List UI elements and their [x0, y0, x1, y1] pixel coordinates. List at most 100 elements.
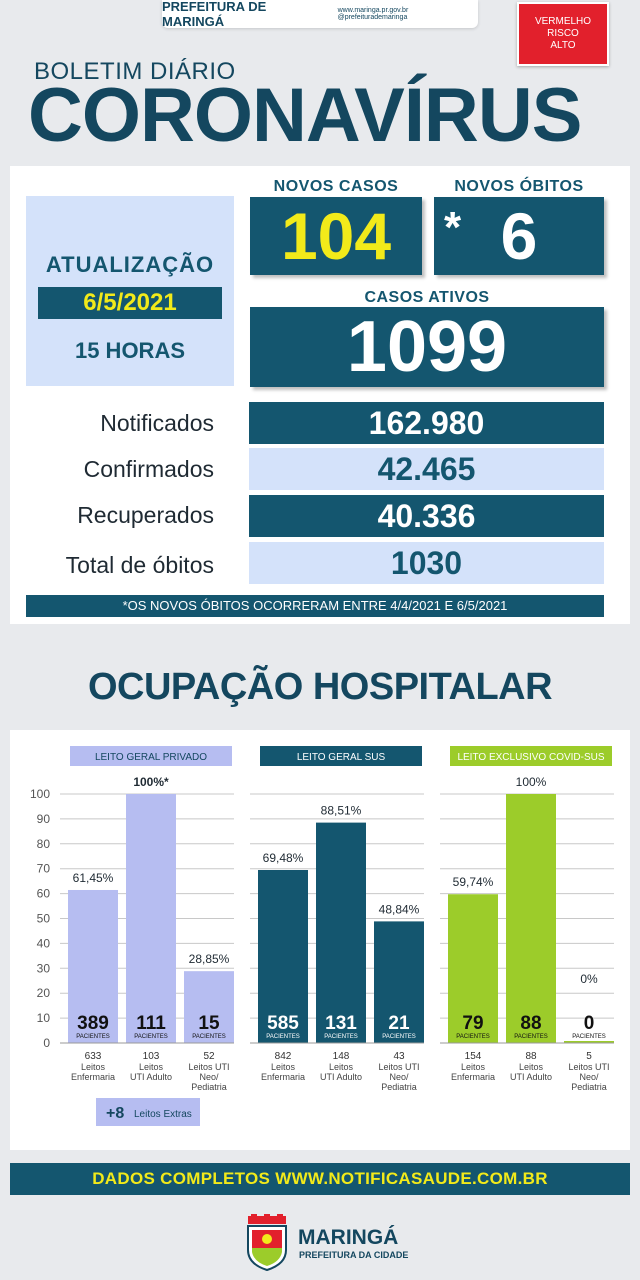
update-label: ATUALIZAÇÃO [45, 252, 215, 277]
y-tick-label-20: 20 [37, 986, 51, 1000]
pct-label-2-2: 0% [580, 972, 598, 986]
patients-caption-2-2: PACIENTES [572, 1034, 606, 1040]
bar-0-2 [184, 971, 234, 1043]
patients-caption-2-0: PACIENTES [456, 1034, 490, 1040]
pct-label-0-1: 100%* [133, 775, 169, 789]
patients-0-1: 111 [136, 1013, 166, 1034]
bar-2-2 [564, 1041, 614, 1043]
group-title-2: LEITO EXCLUSIVO COVID-SUS [457, 752, 604, 763]
beds-count-1-2: 43 [393, 1051, 405, 1062]
y-tick-label-80: 80 [37, 837, 51, 851]
active-cases-label: CASOS ATIVOS [364, 289, 490, 306]
patients-1-0: 585 [267, 1013, 299, 1034]
group-header-1 [260, 746, 422, 766]
pct-label-1-1: 88,51% [321, 804, 362, 818]
beds-type-2-1: Leitos [519, 1062, 544, 1072]
beds-type-2-1: UTI Adulto [510, 1072, 552, 1082]
stat-value-notificados: 162.980 [249, 402, 604, 444]
beds-count-0-1: 103 [143, 1051, 160, 1062]
patients-caption-2-1: PACIENTES [514, 1034, 548, 1040]
city-name: MARINGÁ [298, 1226, 399, 1249]
beds-count-2-0: 154 [465, 1051, 482, 1062]
new-deaths-label: NOVOS ÓBITOS [454, 178, 584, 195]
y-tick-label-100: 100 [30, 787, 50, 801]
beds-type-2-0: Enfermaria [451, 1072, 495, 1082]
risk-line-3: ALTO [550, 40, 576, 51]
new-cases-value: 104 [250, 197, 422, 275]
patients-0-0: 389 [77, 1013, 109, 1034]
page-title: CORONAVÍRUS [28, 73, 582, 158]
beds-type-0-0: Leitos [81, 1062, 106, 1072]
beds-type-0-2: Leitos UTI [188, 1062, 229, 1072]
patients-caption-1-0: PACIENTES [266, 1034, 300, 1040]
pct-label-0-0: 61,45% [73, 871, 114, 885]
stat-value-total-obitos: 1030 [249, 542, 604, 584]
beds-type-2-2: Pediatria [571, 1082, 607, 1092]
beds-count-0-0: 633 [85, 1051, 102, 1062]
patients-1-1: 131 [325, 1013, 357, 1034]
patients-caption-0-0: PACIENTES [76, 1034, 110, 1040]
bar-1-0 [258, 869, 308, 1043]
y-tick-label-50: 50 [37, 912, 51, 926]
bar-2-1 [506, 794, 556, 1043]
city-coat-of-arms-icon [247, 1214, 287, 1272]
beds-type-2-0: Leitos [461, 1062, 486, 1072]
active-cases-value: 1099 [250, 307, 604, 387]
hospital-title: OCUPAÇÃO HOSPITALAR [87, 666, 553, 708]
stat-label-total-obitos: Total de óbitos [65, 552, 214, 578]
stat-value-recuperados: 40.336 [249, 495, 604, 537]
prefeitura-header: PREFEITURA DE MARINGÁ www.maringa.pr.gov… [162, 0, 478, 29]
y-tick-label-30: 30 [37, 961, 51, 975]
bar-0-1 [126, 794, 176, 1043]
patients-1-2: 21 [388, 1013, 410, 1034]
beds-type-1-0: Enfermaria [261, 1072, 305, 1082]
patients-2-2: 0 [584, 1013, 595, 1034]
beds-count-1-0: 842 [275, 1051, 292, 1062]
pct-label-2-1: 100% [516, 775, 547, 789]
extras-count: +8 [106, 1105, 124, 1122]
group-header-0 [70, 746, 232, 766]
stat-label-notificados: Notificados [100, 410, 214, 436]
patients-2-1: 88 [520, 1013, 541, 1034]
y-tick-label-90: 90 [37, 812, 51, 826]
patients-caption-1-1: PACIENTES [324, 1034, 358, 1040]
patients-0-2: 15 [198, 1013, 220, 1034]
bar-1-1 [316, 822, 366, 1043]
beds-type-1-1: Leitos [329, 1062, 354, 1072]
prefeitura-da-cidade: PREFEITURA DA CIDADE [299, 1250, 409, 1260]
new-deaths-value: 6 [500, 199, 538, 273]
bar-2-0 [448, 894, 498, 1043]
stat-label-recuperados: Recuperados [77, 502, 214, 528]
beds-type-1-2: Leitos UTI [378, 1062, 419, 1072]
patients-caption-0-1: PACIENTES [134, 1034, 168, 1040]
y-tick-label-70: 70 [37, 862, 51, 876]
risk-line-1: VERMELHO [534, 16, 592, 27]
beds-type-0-2: Pediatria [191, 1082, 227, 1092]
stat-value-confirmados: 42.465 [249, 448, 604, 490]
beds-type-2-2: Leitos UTI [568, 1062, 609, 1072]
update-hour: 15 HORAS [74, 338, 186, 363]
social-links: www.maringa.pr.gov.br @prefeiturademarin… [337, 7, 409, 21]
beds-count-2-2: 5 [586, 1051, 592, 1062]
boletim-label: BOLETIM DIÁRIO [34, 58, 236, 85]
patients-caption-1-2: PACIENTES [382, 1034, 416, 1040]
beds-count-2-1: 88 [525, 1051, 537, 1062]
group-title-1: LEITO GERAL SUS [297, 752, 386, 763]
y-tick-label-60: 60 [37, 887, 51, 901]
y-tick-label-0: 0 [43, 1036, 50, 1050]
beds-type-0-1: Leitos [139, 1062, 164, 1072]
beds-type-0-2: Neo/ [199, 1072, 219, 1082]
beds-type-0-0: Enfermaria [71, 1072, 115, 1082]
new-deaths-asterisk: * [444, 203, 462, 252]
group-title-0: LEITO GERAL PRIVADO [95, 752, 207, 763]
y-tick-label-40: 40 [37, 936, 51, 950]
bar-1-2 [374, 921, 424, 1043]
beds-type-1-2: Pediatria [381, 1082, 417, 1092]
beds-count-1-1: 148 [333, 1051, 350, 1062]
beds-count-0-2: 52 [203, 1051, 215, 1062]
dados-completos-banner[interactable]: DADOS COMPLETOS WWW.NOTIFICASAUDE.COM.BR [10, 1163, 630, 1195]
stat-label-confirmados: Confirmados [83, 456, 214, 482]
beds-type-1-2: Neo/ [389, 1072, 409, 1082]
beds-type-1-1: UTI Adulto [320, 1072, 362, 1082]
